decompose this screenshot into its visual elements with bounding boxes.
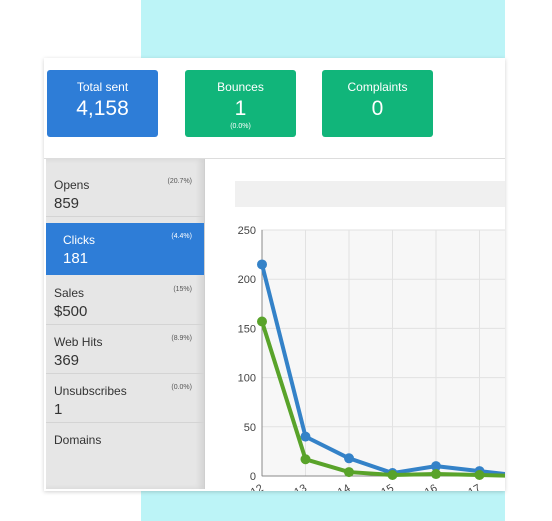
series-blue-point [431,461,441,472]
sidebar-item-label: Opens [54,178,90,192]
y-tick-label: 100 [238,373,256,385]
x-tick-label: Sep 15 [360,482,396,491]
y-tick-label: 50 [244,422,256,434]
stats-bar: Total sent 4,158 Bounces 1 (0.0%) Compla… [44,58,505,159]
sidebar-item-label: Domains [54,433,102,447]
series-green-point [474,470,485,481]
sidebar-item-label: Web Hits [54,335,103,349]
series-blue-point [257,259,267,270]
sidebar-item-unsubscribes[interactable]: Unsubscribes 1 (0.0%) [46,374,204,423]
bounces-tile[interactable]: Bounces 1 (0.0%) [185,70,296,137]
chart-panel: 0 50 100 150 200 250 Sep 12 Sep 13 Sep 14 Sep 15 S… [206,159,505,491]
sidebar-item-sales[interactable]: Sales $500 (15%) [46,276,204,325]
series-green-point [387,470,398,481]
y-tick-label: 200 [238,274,256,286]
sidebar-item-percent: (0.0%) [171,384,192,391]
bounces-value: 1 [234,97,247,120]
sidebar-item-value: 181 [63,250,89,267]
sidebar-item-label: Sales [54,286,85,300]
chart-title-bar [235,181,505,207]
total-sent-value: 4,158 [76,97,129,120]
complaints-value: 0 [371,97,384,120]
complaints-tile[interactable]: Complaints 0 [322,70,433,137]
sidebar-item-percent: (8.9%) [171,335,192,342]
sidebar-item-label: Unsubscribes [54,384,127,398]
sidebar-item-clicks[interactable]: Clicks 181 (4.4%) [46,223,204,275]
series-green-point [431,469,441,480]
y-tick-label: 250 [238,225,256,237]
series-green-point [257,316,267,327]
sidebar-item-value: 1 [54,401,63,418]
sidebar-item-percent: (20.7%) [167,178,192,185]
series-blue-point [300,431,311,442]
sidebar-item-value: $500 [54,303,88,320]
y-tick-label: 150 [238,323,256,335]
bounces-percent: (0.0%) [230,123,251,130]
dashboard-card: Total sent 4,158 Bounces 1 (0.0%) Compla… [44,58,505,491]
line-chart: 0 50 100 150 200 250 Sep 12 Sep 13 Sep 14 Sep 15 S… [229,225,505,491]
sidebar-item-domains[interactable]: Domains [46,423,204,471]
sidebar-item-opens[interactable]: Opens 859 (20.7%) [46,168,204,217]
x-tick-label: Sep 16 [403,482,439,491]
sidebar-item-label: Clicks [63,233,95,247]
x-tick-label: Sep 17 [447,482,483,491]
sidebar-item-web-hits[interactable]: Web Hits 369 (8.9%) [46,325,204,374]
x-tick-label: Sep 12 [229,482,265,491]
total-sent-label: Total sent [76,80,129,94]
x-tick-label: Sep 14 [316,482,352,491]
sidebar-item-value: 369 [54,352,80,369]
complaints-label: Complaints [347,80,408,94]
series-blue-point [344,453,354,464]
series-green-point [344,467,354,478]
x-tick-label: Sep 18 [490,482,505,491]
bounces-label: Bounces [217,80,264,94]
sidebar-item-percent: (15%) [173,286,192,293]
x-tick-label: Sep 13 [273,482,309,491]
y-tick-label: 0 [250,471,256,483]
sidebar-item-percent: (4.4%) [171,233,192,240]
total-sent-tile[interactable]: Total sent 4,158 [47,70,158,137]
series-green-point [300,454,311,465]
metrics-sidebar: Opens 859 (20.7%) Clicks 181 (4.4%) Sale… [46,159,205,489]
sidebar-item-value: 859 [54,195,80,212]
